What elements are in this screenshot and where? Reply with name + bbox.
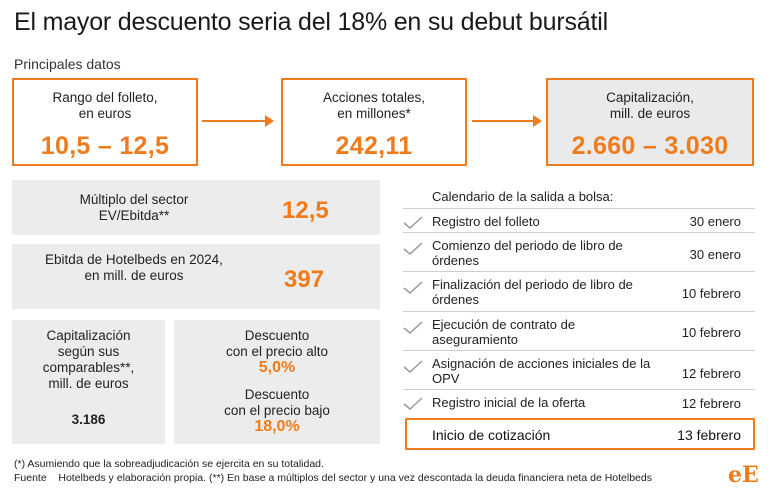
calendar-event: Registro del folleto [432,214,540,229]
calendar-event: Ejecución de contrato de aseguramiento [432,317,575,347]
panel-ebitda: Ebitda de Hotelbeds en 2024, en mill. de… [12,244,380,309]
check-icon [403,242,423,255]
card-market-cap: Capitalización, mill. de euros 2.660 – 3… [546,78,754,166]
calendar-divider [403,350,755,351]
panel-label: Capitalización según sus comparables**, … [12,328,165,392]
arrow-right-icon [202,115,274,127]
calendar-date: 10 febrero [681,286,741,301]
panel-label-line: Ebitda de Hotelbeds en 2024, [45,252,223,267]
calendar-event: Asignación de acciones iniciales de la O… [432,356,650,386]
calendar-row: Comienzo del periodo de libro de órdenes… [403,237,755,277]
panel-label-line: con el precio bajo [224,403,330,418]
calendar-event-line: órdenes [432,292,479,307]
chart-subtitle: Principales datos [14,56,121,72]
card-label-line: en euros [78,106,132,121]
calendar-row: Registro del folleto 30 enero [403,212,755,246]
calendar-event-line: Ejecución de contrato de [432,317,576,332]
calendar-event-line: Registro inicial de la oferta [432,395,586,410]
panel-comparables-cap: Capitalización según sus comparables**, … [12,320,165,444]
panel-label: Ebitda de Hotelbeds en 2024, en mill. de… [12,252,256,284]
panel-label-line: comparables**, [42,360,135,375]
panel-label-line: EV/Ebitda** [98,208,170,223]
calendar-event-line: órdenes [432,253,479,268]
panel-label-line: con el precio alto [225,344,329,359]
discount-low-value: 18,0% [254,418,300,435]
panel-value: 12,5 [282,197,329,224]
source-note: Fuente Hotelbeds y elaboración propia. (… [14,472,652,484]
card-value: 2.660 – 3.030 [571,132,729,160]
panel-label-line: Descuento [244,328,310,343]
panel-sector-multiple: Múltiplo del sector EV/Ebitda** 12,5 [12,180,380,235]
card-label-line: mill. de euros [609,106,691,121]
card-label-line: Capitalización, [606,90,694,105]
calendar-event-line: Comienzo del periodo de libro de [432,238,623,253]
calendar-date: 30 enero [689,214,741,229]
calendar-event-line: aseguramiento [432,332,518,347]
calendar-row: Ejecución de contrato de aseguramiento 1… [403,316,755,356]
calendar-date: 10 febrero [681,325,741,340]
panel-label-line: Capitalización [46,328,131,343]
panel-label-line: Descuento [244,387,310,402]
calendar-row: Asignación de acciones iniciales de la O… [403,355,755,393]
calendar-row: Registro inicial de la oferta 12 febrero [403,394,755,414]
card-total-shares: Acciones totales, en millones* 242,11 [281,78,467,166]
arrow-right-icon [472,115,542,127]
card-value: 242,11 [335,132,413,160]
check-icon [403,321,423,334]
calendar-title: Calendario de la salida a bolsa: [432,189,614,204]
discount-high-value: 5,0% [258,359,296,376]
calendar-divider [403,208,755,209]
calendar-divider [403,232,755,233]
calendar-event-line: Registro del folleto [432,214,540,229]
calendar-event-line: OPV [432,371,460,386]
calendar-row: Finalización del periodo de libro de órd… [403,276,755,316]
card-label-line: Acciones totales, [322,90,426,105]
card-label: Capitalización, mill. de euros [548,90,752,122]
card-label-line: en millones* [337,106,411,121]
panel-label: Descuento con el precio bajo 18,0% [174,387,380,435]
check-icon [403,281,423,294]
check-icon [403,397,423,410]
panel-label-line: en mill. de euros [84,268,184,283]
calendar-divider [403,271,755,272]
calendar-event-line: Asignación de acciones iniciales de la [432,356,651,371]
card-label-line: Rango del folleto, [52,90,158,105]
card-label: Acciones totales, en millones* [283,90,465,122]
calendar-event: Comienzo del periodo de libro de órdenes [432,238,623,268]
card-prospectus-range: Rango del folleto, en euros 10,5 – 12,5 [12,78,198,166]
panel-label: Descuento con el precio alto 5,0% [174,328,380,376]
publisher-logo: eE [728,462,759,488]
card-label: Rango del folleto, en euros [14,90,196,122]
footnote: (*) Asumiendo que la sobreadjudicación s… [14,458,324,470]
calendar-divider [403,389,755,390]
panel-label: Múltiplo del sector EV/Ebitda** [12,192,256,224]
calendar-highlight-row: Inicio de cotización 13 febrero [405,418,755,450]
chart-title: El mayor descuento seria del 18% en su d… [14,8,608,36]
panel-label-line: según sus [57,344,120,359]
calendar-date: 12 febrero [681,396,741,411]
panel-label-line: Múltiplo del sector [79,192,189,207]
check-icon [403,360,423,373]
calendar-highlight-date: 13 febrero [677,427,741,443]
calendar-event-line: Finalización del periodo de libro de [432,277,633,292]
panel-value: 3.186 [71,412,106,427]
panel-label-line: mill. de euros [48,376,129,391]
calendar-event: Finalización del periodo de libro de órd… [432,277,633,307]
calendar-highlight-event: Inicio de cotización [432,427,551,443]
card-value: 10,5 – 12,5 [40,132,170,160]
calendar-event: Registro inicial de la oferta [432,395,585,410]
check-icon [403,216,423,229]
panel-value: 397 [284,266,325,293]
calendar-date: 12 febrero [681,366,741,381]
calendar-divider [403,311,755,312]
panel-discounts: Descuento con el precio alto 5,0% Descue… [174,320,380,444]
calendar-date: 30 enero [689,247,741,262]
